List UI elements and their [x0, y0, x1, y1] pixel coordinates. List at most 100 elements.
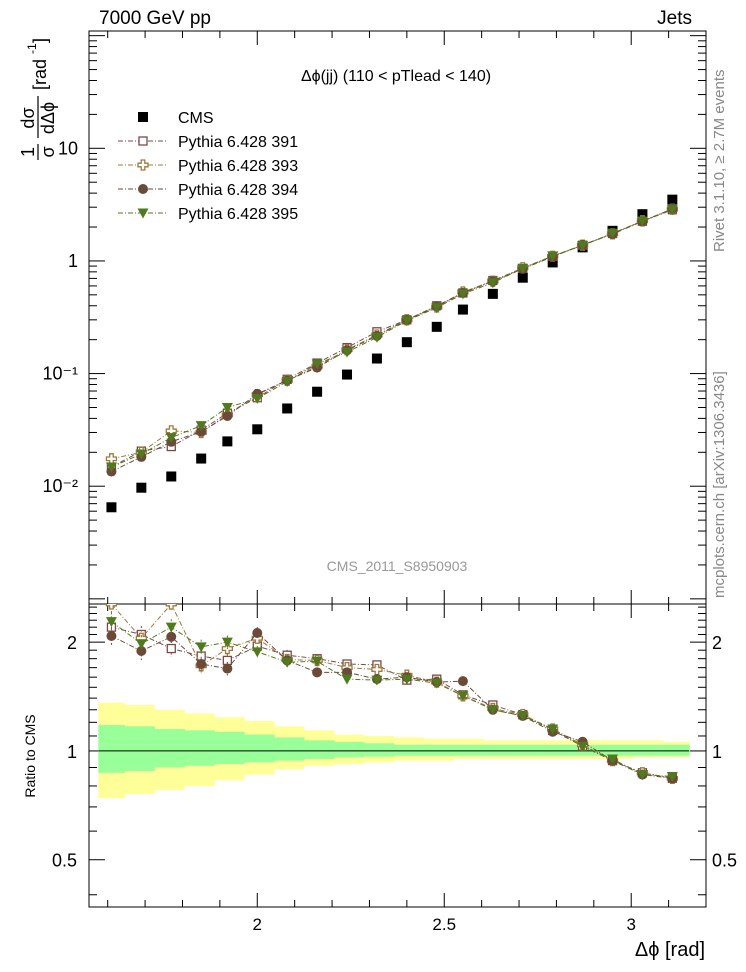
y-tick-label-main: 10⁻¹: [42, 364, 78, 384]
band-green-bin: [363, 743, 395, 757]
y-label-unit: [rad: [30, 59, 50, 90]
uncertainty-band: [98, 702, 690, 799]
y-tick-label-main: 1: [68, 251, 78, 271]
mc-point-main: [251, 394, 263, 405]
band-green-bin: [244, 734, 275, 763]
mc-point-main: [636, 216, 648, 227]
mc-point-ratio: [431, 678, 443, 689]
legend-marker: [138, 136, 148, 146]
legend-marker: [137, 208, 149, 219]
chart-title: Δϕ(jj) (110 < pTlead < 140): [301, 68, 491, 85]
cms-point: [312, 386, 323, 397]
main-marks: [105, 194, 678, 513]
x-tick-label: 2.5: [432, 915, 456, 934]
mc-point-ratio: [221, 637, 233, 648]
cms-point: [371, 353, 382, 364]
mc-point-main: [547, 251, 559, 262]
y-label-dsigma: dσ: [18, 107, 38, 128]
ratio-marks: [105, 604, 678, 784]
mc-point-ratio: [251, 647, 263, 658]
legend-label-cms: CMS: [178, 110, 214, 127]
mc-point-ratio: [666, 771, 678, 782]
legend: CMS Pythia 6.428 391 Pythia 6.428 393 Py…: [118, 110, 298, 223]
mc-point-ratio: [547, 724, 559, 735]
y-tick-label-ratio: 1: [67, 742, 77, 762]
series-line-main: [111, 208, 673, 472]
y-tick-label-ratio: 0.5: [52, 851, 77, 871]
cms-point: [431, 321, 442, 332]
mc-point-ratio: [607, 754, 619, 765]
cms-point: [547, 257, 558, 268]
cms-point: [517, 272, 528, 283]
mc-point-main: [401, 316, 413, 327]
cms-point: [252, 424, 263, 435]
header-right: Jets: [657, 8, 692, 29]
mc-point-main: [311, 359, 323, 370]
y-label-one: 1: [18, 147, 38, 157]
band-green-bin: [393, 744, 425, 756]
cms-point: [136, 482, 147, 493]
mc-point-ratio: [196, 658, 207, 669]
analysis-watermark: CMS_2011_S8950903: [327, 558, 468, 574]
x-axis-label: Δϕ [rad]: [635, 939, 705, 961]
cms-point: [282, 403, 293, 414]
cms-point: [457, 304, 468, 315]
mc-point-main: [105, 462, 117, 473]
mc-point-main: [371, 332, 383, 343]
mc-point-ratio: [371, 675, 383, 686]
cms-point: [342, 369, 353, 380]
y-tick-label-ratio-right: 2: [712, 633, 722, 653]
mc-point-ratio: [222, 663, 233, 674]
band-green-bin: [274, 737, 305, 761]
mc-point-main: [607, 228, 619, 239]
mc-point-ratio: [165, 622, 177, 633]
y-label-sigma: σ: [38, 146, 58, 157]
y-tick-label-ratio: 2: [67, 633, 77, 653]
series-line-main: [111, 209, 673, 468]
mc-point-ratio: [136, 646, 147, 657]
cms-point: [106, 502, 117, 513]
mc-point-main: [666, 205, 678, 216]
mc-point-ratio: [105, 604, 118, 610]
mc-point-main: [195, 421, 207, 432]
mc-point-ratio: [577, 741, 589, 752]
mc-point-main: [281, 377, 293, 388]
mc-point-main: [135, 449, 147, 460]
mc-point-main: [341, 347, 353, 358]
band-green-bin: [423, 744, 455, 756]
header-left: 7000 GeV pp: [99, 8, 211, 29]
legend-label-393: Pythia 6.428 393: [178, 158, 298, 175]
band-green-bin: [573, 744, 604, 756]
y-label-unit-exp: -1: [25, 43, 39, 54]
mc-point-ratio: [457, 676, 468, 687]
mc-point-ratio: [165, 604, 177, 610]
y-tick-label-main: 10: [58, 138, 78, 158]
band-green-bin: [543, 744, 574, 756]
y-tick-label-ratio-right: 0.5: [712, 851, 737, 871]
mc-point-ratio: [341, 674, 353, 685]
cms-point: [166, 471, 177, 482]
mc-point-main: [105, 453, 118, 465]
band-green-bin: [513, 744, 544, 756]
ratio-panel-frame: [88, 603, 707, 908]
mc-point-ratio: [195, 642, 207, 653]
y-tick-label-main: 10⁻²: [42, 476, 78, 496]
tick-labels: 2 2.5 3 10⁻² 10⁻¹ 1 10 0.5 0.5 1 1 2 2: [42, 138, 737, 934]
mc-point-main: [517, 263, 529, 274]
cms-point: [487, 288, 498, 299]
mc-point-ratio: [252, 627, 263, 638]
mc-point-main: [431, 303, 443, 314]
mc-point-ratio: [457, 691, 469, 702]
cms-point: [401, 337, 412, 348]
x-tick-label: 3: [626, 915, 635, 934]
mc-point-ratio: [401, 674, 413, 685]
axis-ticks: [89, 31, 707, 907]
y-tick-label-ratio-right: 1: [712, 742, 722, 762]
band-green-bin: [304, 740, 335, 759]
band-green-bin: [603, 744, 634, 756]
main-y-label: 1 σ dσ dΔϕ [rad -1 ]: [18, 38, 58, 160]
mc-point-ratio: [166, 643, 176, 654]
band-green-bin: [633, 744, 664, 756]
mc-point-ratio: [105, 617, 117, 628]
legend-label-394: Pythia 6.428 394: [178, 182, 298, 199]
